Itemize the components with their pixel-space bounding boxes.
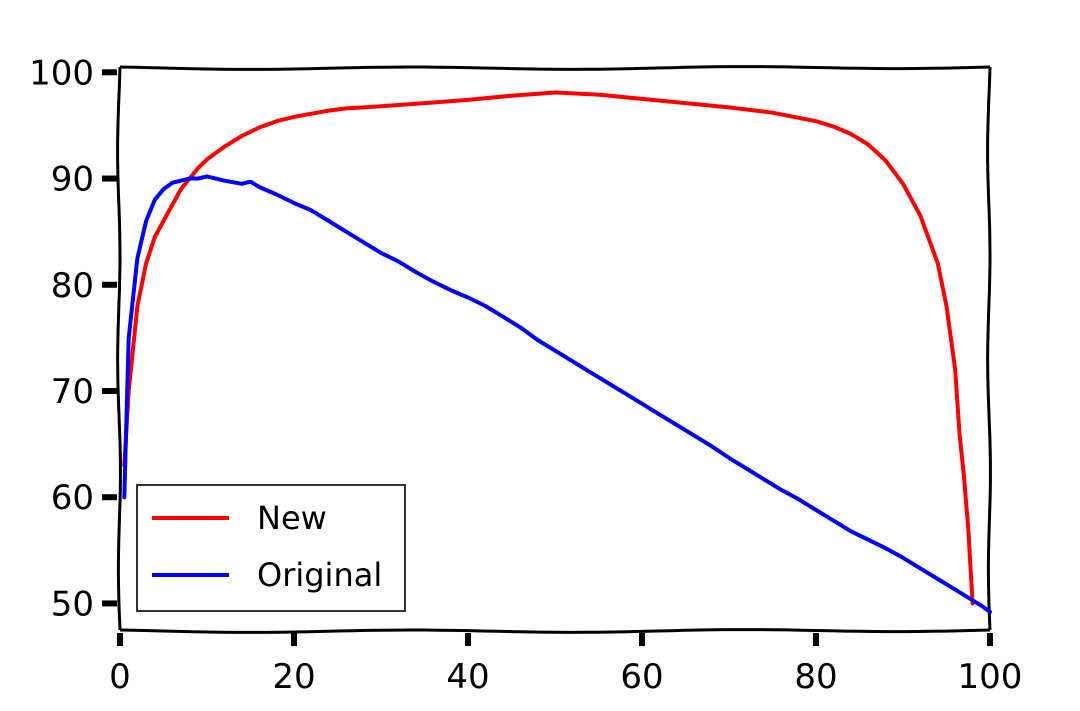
legend-label-new: New: [257, 499, 327, 537]
y-tick-label-50: 50: [51, 584, 94, 624]
legend-label-original: Original: [257, 556, 382, 594]
series-line-new: [122, 90, 975, 606]
plot-border-right: [986, 66, 992, 631]
x-tick-label-20: 20: [272, 657, 315, 697]
plot-frame: [116, 65, 992, 634]
plot-border-top: [119, 65, 991, 71]
x-tick-label-60: 60: [620, 657, 663, 697]
y-tick-label-60: 60: [51, 478, 94, 518]
series-layer: [122, 90, 992, 614]
axis-layer: 0 20 40 60 80 100 50 60 70 80 90 100: [29, 53, 1022, 697]
legend-box: [136, 484, 406, 612]
x-tick-label-40: 40: [446, 657, 489, 697]
x-tick-label-0: 0: [109, 657, 131, 697]
x-tick-label-100: 100: [958, 657, 1023, 697]
y-tick-label-90: 90: [51, 160, 94, 200]
x-tick-label-80: 80: [794, 657, 837, 697]
y-tick-label-80: 80: [51, 266, 94, 306]
plot-border-left: [116, 66, 122, 631]
plot-border-bottom: [119, 628, 991, 634]
series-line-original: [122, 174, 992, 614]
legend: New Original: [136, 484, 406, 612]
y-tick-label-100: 100: [29, 53, 94, 93]
y-tick-label-70: 70: [51, 372, 94, 412]
